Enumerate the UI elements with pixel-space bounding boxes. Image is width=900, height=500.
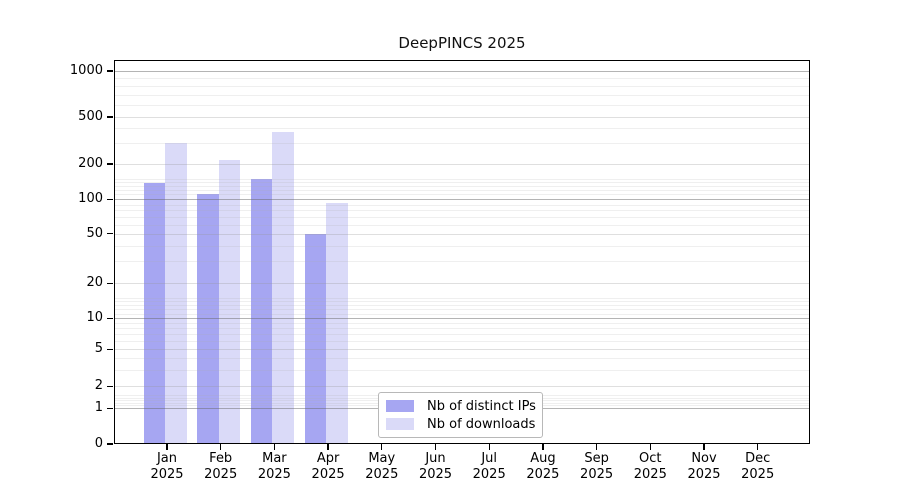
y-tick-mark-20 bbox=[107, 282, 113, 285]
x-tick-mark-jul bbox=[488, 444, 490, 450]
gridline-40 bbox=[114, 245, 810, 247]
x-tick-mark-oct bbox=[649, 444, 651, 450]
x-tick-label-apr: Apr 2025 bbox=[311, 451, 345, 482]
y-tick-label-5: 5 bbox=[94, 341, 103, 357]
y-tick-label-50: 50 bbox=[86, 225, 103, 241]
x-tick-label-jul: Jul 2025 bbox=[472, 451, 506, 482]
x-tick-label-may: May 2025 bbox=[365, 451, 399, 482]
x-tick-label-feb: Feb 2025 bbox=[204, 451, 238, 482]
gridline-700 bbox=[114, 94, 810, 96]
y-tick-label-1000: 1000 bbox=[69, 62, 103, 78]
x-tick-label-jan: Jan 2025 bbox=[150, 451, 184, 482]
legend-swatch-downloads bbox=[386, 418, 414, 430]
chart-title: DeepPINCS 2025 bbox=[398, 34, 526, 52]
gridline-140 bbox=[114, 182, 810, 184]
x-tick-mark-mar bbox=[273, 444, 276, 450]
bar-jan-distinct-ips bbox=[143, 182, 165, 444]
gridline-14 bbox=[114, 301, 810, 303]
bar-mar-downloads bbox=[272, 132, 294, 444]
legend-entry-downloads: Nb of downloads bbox=[386, 416, 536, 432]
y-tick-label-20: 20 bbox=[86, 275, 103, 291]
gridline-300 bbox=[114, 143, 810, 145]
legend-label-distinct-ips: Nb of distinct IPs bbox=[427, 398, 536, 414]
y-tick-label-2: 2 bbox=[94, 378, 103, 394]
gridline-10 bbox=[114, 318, 810, 320]
gridline-13 bbox=[114, 305, 810, 307]
gridline-80 bbox=[114, 210, 810, 212]
y-tick-mark-2 bbox=[107, 385, 113, 387]
gridline-12 bbox=[114, 309, 810, 311]
x-tick-mark-jan bbox=[166, 444, 168, 450]
x-tick-label-oct: Oct 2025 bbox=[633, 451, 667, 482]
gridline-4 bbox=[114, 358, 810, 360]
gridline-150 bbox=[114, 178, 810, 180]
legend-swatch-distinct-ips bbox=[386, 400, 414, 412]
gridline-50 bbox=[114, 233, 810, 235]
y-tick-mark-1000 bbox=[107, 70, 113, 72]
gridline-8 bbox=[114, 328, 810, 330]
y-tick-mark-500 bbox=[107, 116, 113, 118]
y-tick-mark-0 bbox=[107, 443, 113, 445]
x-tick-mark-aug bbox=[542, 444, 544, 450]
gridline-20 bbox=[114, 283, 810, 285]
x-tick-label-dec: Dec 2025 bbox=[741, 451, 775, 482]
gridline-110.00000000000001 bbox=[114, 194, 810, 196]
gridline-90 bbox=[114, 204, 810, 206]
y-tick-label-10: 10 bbox=[86, 310, 103, 326]
bar-jan-downloads bbox=[165, 143, 187, 444]
gridline-900 bbox=[114, 77, 810, 79]
gridline-6 bbox=[114, 341, 810, 343]
legend-entry-distinct-ips: Nb of distinct IPs bbox=[386, 398, 536, 414]
y-tick-mark-50 bbox=[107, 232, 113, 235]
gridline-100 bbox=[114, 199, 810, 201]
legend-label-downloads: Nb of downloads bbox=[427, 416, 536, 432]
gridline-60 bbox=[114, 224, 810, 226]
y-tick-mark-200 bbox=[107, 163, 113, 165]
gridline-70 bbox=[114, 216, 810, 218]
gridline-5 bbox=[114, 349, 810, 351]
gridline-200 bbox=[114, 164, 810, 166]
legend: Nb of distinct IPs Nb of downloads bbox=[378, 392, 543, 438]
x-tick-label-jun: Jun 2025 bbox=[418, 451, 453, 482]
gridline-15 bbox=[114, 297, 810, 299]
y-tick-label-1: 1 bbox=[94, 400, 103, 416]
x-tick-label-nov: Nov 2025 bbox=[687, 451, 721, 482]
y-tick-mark-10 bbox=[107, 317, 113, 319]
x-tick-mark-nov bbox=[703, 444, 705, 450]
x-tick-mark-dec bbox=[757, 444, 759, 450]
bar-apr-distinct-ips bbox=[304, 233, 327, 444]
gridline-9 bbox=[114, 323, 810, 324]
gridline-500 bbox=[114, 116, 810, 118]
gridline-130 bbox=[114, 185, 810, 187]
gridline-400 bbox=[114, 128, 810, 130]
y-tick-label-0: 0 bbox=[94, 436, 103, 451]
x-tick-mark-may bbox=[381, 444, 383, 450]
bar-mar-distinct-ips bbox=[250, 178, 273, 444]
x-tick-mark-sep bbox=[595, 444, 598, 450]
bar-feb-downloads bbox=[218, 160, 241, 444]
gridline-600 bbox=[114, 104, 810, 106]
y-tick-label-200: 200 bbox=[78, 156, 103, 172]
y-tick-label-500: 500 bbox=[78, 108, 103, 124]
bar-apr-downloads bbox=[326, 203, 348, 444]
gridline-120 bbox=[114, 190, 810, 192]
gridline-1000 bbox=[114, 70, 810, 72]
y-tick-mark-5 bbox=[107, 348, 113, 350]
x-tick-label-mar: Mar 2025 bbox=[257, 451, 291, 482]
gridline-2 bbox=[114, 386, 810, 388]
gridline-3 bbox=[114, 369, 810, 371]
x-tick-label-sep: Sep 2025 bbox=[580, 451, 614, 482]
gridline-800 bbox=[114, 85, 810, 87]
y-tick-mark-100 bbox=[107, 198, 113, 200]
y-tick-label-100: 100 bbox=[78, 191, 103, 207]
y-tick-mark-1 bbox=[107, 407, 113, 410]
x-tick-mark-jun bbox=[434, 444, 437, 450]
x-tick-mark-feb bbox=[220, 444, 222, 450]
gridline-11 bbox=[114, 313, 810, 315]
gridline-7 bbox=[114, 334, 810, 336]
gridline-30 bbox=[114, 261, 810, 263]
x-tick-mark-apr bbox=[327, 444, 329, 450]
x-tick-label-aug: Aug 2025 bbox=[526, 451, 560, 482]
